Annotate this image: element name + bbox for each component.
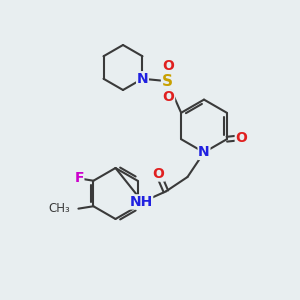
Text: CH₃: CH₃ (48, 202, 70, 215)
Text: O: O (163, 58, 175, 73)
Text: O: O (235, 131, 247, 145)
Text: O: O (152, 167, 164, 181)
Text: O: O (163, 90, 175, 104)
Text: F: F (74, 171, 84, 185)
Text: S: S (162, 74, 172, 89)
Text: NH: NH (129, 195, 153, 209)
Text: N: N (137, 72, 148, 86)
Text: N: N (198, 146, 210, 159)
